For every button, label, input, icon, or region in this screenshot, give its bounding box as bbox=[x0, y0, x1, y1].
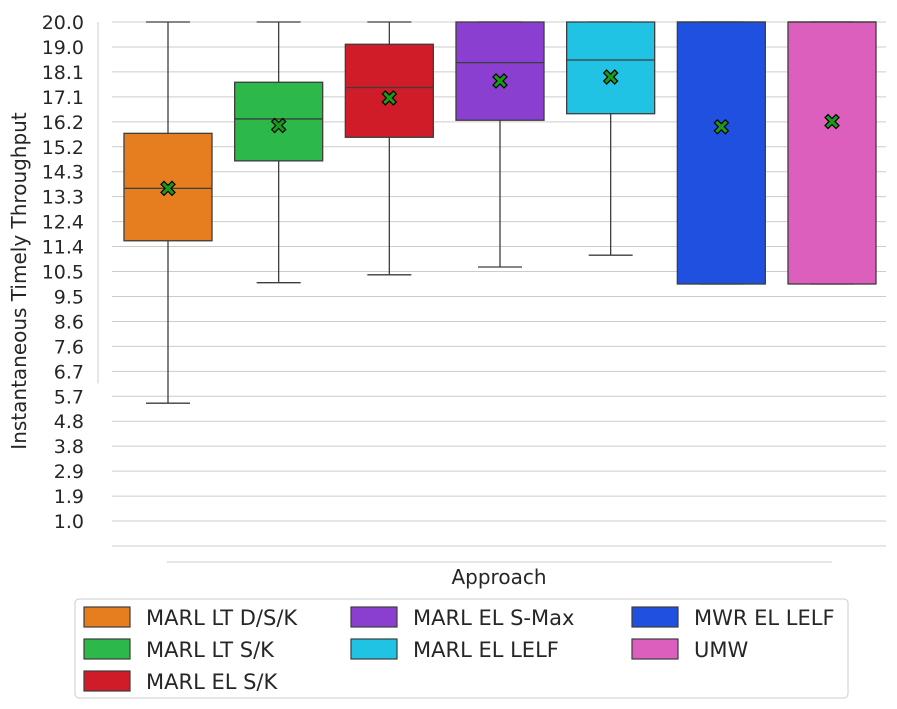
legend-swatch bbox=[83, 670, 131, 692]
box-1 bbox=[123, 21, 213, 404]
box-5 bbox=[566, 21, 656, 256]
legend-label: MARL EL LELF bbox=[413, 638, 559, 662]
legend-label: MARL EL S-Max bbox=[413, 606, 574, 630]
legend: MARL LT D/S/K MARL LT S/K MARL EL S/K MARL … bbox=[74, 598, 849, 699]
legend-swatch bbox=[350, 606, 398, 628]
legend-label: MARL LT D/S/K bbox=[146, 606, 298, 630]
y-tick-label: 15.2 bbox=[42, 137, 84, 159]
legend-swatch bbox=[83, 638, 131, 660]
legend-label: UMW bbox=[694, 638, 748, 662]
box-body bbox=[787, 21, 877, 285]
y-tick-label: 11.4 bbox=[42, 237, 84, 259]
legend-item: MWR EL LELF bbox=[631, 606, 835, 630]
legend-label: MWR EL LELF bbox=[694, 606, 835, 630]
legend-label: MARL EL S/K bbox=[146, 670, 278, 694]
y-tick-label: 20.0 bbox=[42, 12, 84, 34]
y-tick-label: 12.4 bbox=[42, 212, 84, 234]
y-tick-label: 19.0 bbox=[42, 37, 84, 59]
mean-marker bbox=[713, 118, 730, 135]
legend-item: MARL EL S/K bbox=[83, 670, 278, 694]
y-tick-label: 1.9 bbox=[54, 486, 84, 508]
legend-item: MARL LT D/S/K bbox=[83, 606, 298, 630]
y-tick-labels: 1.0 1.9 2.9 3.8 4.8 5.7 6.7 7.6 8.6 9.510.5 11.4 12… bbox=[42, 12, 84, 533]
box-3 bbox=[344, 21, 434, 276]
y-tick-label: 9.5 bbox=[54, 286, 84, 308]
boxes bbox=[123, 21, 877, 404]
legend-item: MARL EL S-Max bbox=[350, 606, 574, 630]
box-2 bbox=[234, 21, 324, 284]
legend-swatch bbox=[631, 638, 679, 660]
legend-item: UMW bbox=[631, 638, 748, 662]
box-7 bbox=[787, 21, 877, 285]
y-tick-label: 5.7 bbox=[54, 386, 84, 408]
legend-item: MARL EL LELF bbox=[350, 638, 559, 662]
legend-swatch bbox=[631, 606, 679, 628]
y-tick-label: 16.2 bbox=[42, 112, 84, 134]
y-tick-label: 4.8 bbox=[54, 411, 84, 433]
legend-swatch bbox=[350, 638, 398, 660]
mean-marker bbox=[602, 69, 619, 85]
legend-swatch bbox=[83, 606, 131, 628]
y-tick-label: 13.3 bbox=[42, 187, 84, 209]
box-body bbox=[234, 81, 324, 162]
mean-marker bbox=[270, 117, 287, 134]
x-axis-label: Approach bbox=[451, 565, 546, 589]
y-tick-label: 8.6 bbox=[54, 311, 84, 333]
legend-item: MARL LT S/K bbox=[83, 638, 275, 662]
mean-marker bbox=[381, 90, 398, 106]
y-tick-label: 18.1 bbox=[42, 62, 84, 84]
y-tick-label: 1.0 bbox=[54, 511, 84, 533]
mean-marker bbox=[824, 113, 840, 130]
legend-label: MARL LT S/K bbox=[146, 638, 275, 662]
y-tick-label: 3.8 bbox=[54, 436, 84, 458]
y-tick-label: 7.6 bbox=[54, 336, 84, 358]
box-body bbox=[566, 21, 656, 115]
box-6 bbox=[676, 21, 766, 285]
y-tick-label: 10.5 bbox=[42, 262, 84, 284]
y-tick-label: 6.7 bbox=[54, 361, 84, 383]
box-body bbox=[676, 21, 766, 285]
y-axis-label: Instantaneous Timely Throughput bbox=[7, 112, 31, 450]
y-tick-label: 14.3 bbox=[42, 162, 84, 184]
y-tick-label: 2.9 bbox=[54, 461, 84, 483]
mean-marker bbox=[492, 73, 508, 89]
box-body bbox=[344, 43, 434, 138]
mean-marker bbox=[160, 180, 176, 197]
box-body bbox=[455, 21, 545, 121]
box-4 bbox=[455, 21, 545, 268]
y-tick-label: 17.1 bbox=[42, 87, 84, 109]
